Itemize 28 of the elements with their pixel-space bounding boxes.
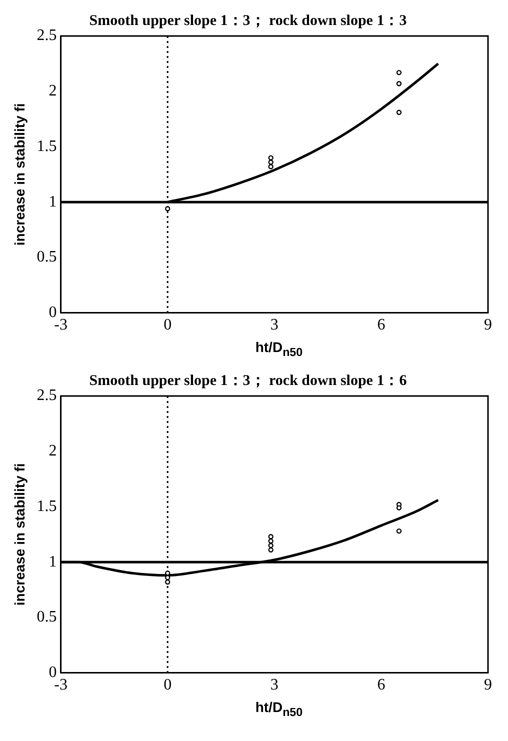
y-tick-label: 0 — [48, 304, 57, 322]
y-tick-label: 0 — [48, 664, 57, 681]
y-tick-label: 1.5 — [36, 498, 57, 515]
y-tick-label: 2.5 — [36, 387, 57, 404]
x-tick-label: 9 — [484, 676, 492, 694]
x-tick-label: 3 — [270, 676, 278, 694]
y-tick-label: 2 — [48, 82, 57, 100]
y-axis-title: increase in stability fi — [11, 463, 28, 606]
y-tick-label: 1 — [48, 193, 57, 210]
y-tick-label: 0.5 — [36, 248, 57, 266]
y-tick-label: 0.5 — [36, 608, 57, 626]
x-tick-label: 9 — [484, 316, 492, 334]
x-tick-label: 6 — [377, 676, 386, 694]
x-tick-label: 6 — [377, 316, 386, 334]
chart-title: Smooth upper slope 1：3； rock down slope 1：6 — [89, 372, 408, 389]
x-axis-title: ht/D$_{n50}$ — [254, 338, 304, 361]
y-tick-label: 1.5 — [36, 138, 57, 155]
y-tick-label: 1 — [48, 553, 57, 570]
x-tick-label: 0 — [164, 316, 172, 334]
x-axis-title: ht/D$_{n50}$ — [254, 698, 304, 721]
x-tick-label: 3 — [270, 316, 278, 334]
x-tick-label: -3 — [54, 316, 68, 334]
x-tick-label: 0 — [164, 676, 172, 694]
chart-title: Smooth upper slope 1：3； rock down slope 1：3 — [89, 12, 407, 29]
y-tick-label: 2 — [48, 442, 57, 460]
y-axis-title: increase in stability fi — [11, 103, 28, 246]
y-tick-label: 2.5 — [36, 27, 57, 44]
x-tick-label: -3 — [54, 676, 68, 694]
